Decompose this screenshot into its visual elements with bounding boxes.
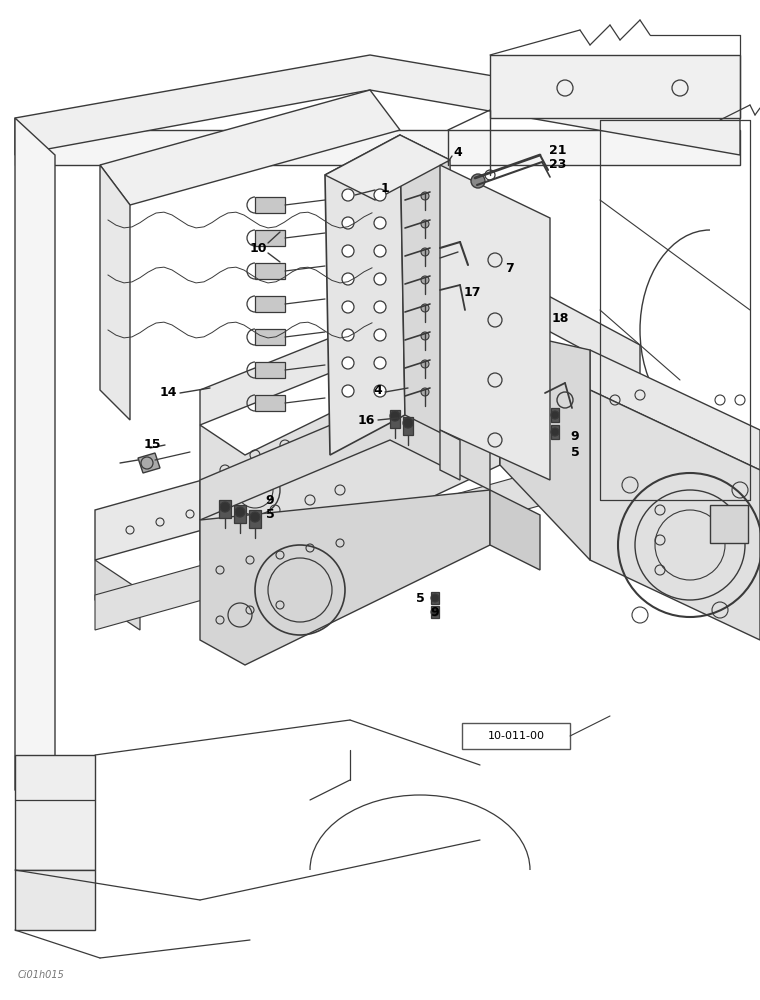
Polygon shape bbox=[200, 330, 500, 585]
Circle shape bbox=[374, 301, 386, 313]
Text: 5: 5 bbox=[571, 446, 579, 458]
Circle shape bbox=[403, 418, 413, 428]
Circle shape bbox=[551, 411, 559, 419]
Circle shape bbox=[421, 220, 429, 228]
Polygon shape bbox=[440, 165, 550, 480]
Circle shape bbox=[374, 189, 386, 201]
Circle shape bbox=[421, 276, 429, 284]
Polygon shape bbox=[500, 330, 640, 515]
Circle shape bbox=[421, 360, 429, 368]
Circle shape bbox=[342, 329, 354, 341]
Polygon shape bbox=[95, 380, 760, 560]
Text: 23: 23 bbox=[549, 158, 567, 172]
Polygon shape bbox=[431, 592, 439, 604]
Circle shape bbox=[374, 385, 386, 397]
Text: Ci01h015: Ci01h015 bbox=[18, 970, 65, 980]
Circle shape bbox=[342, 189, 354, 201]
Polygon shape bbox=[403, 417, 413, 435]
Polygon shape bbox=[500, 330, 590, 560]
Circle shape bbox=[471, 174, 485, 188]
Text: 18: 18 bbox=[551, 312, 568, 324]
Polygon shape bbox=[234, 505, 246, 523]
Circle shape bbox=[342, 357, 354, 369]
Text: 4: 4 bbox=[454, 145, 462, 158]
Text: 9: 9 bbox=[571, 430, 579, 444]
Polygon shape bbox=[200, 270, 640, 425]
Circle shape bbox=[250, 512, 260, 522]
Text: 10-011-00: 10-011-00 bbox=[487, 731, 544, 741]
Polygon shape bbox=[200, 400, 490, 520]
FancyBboxPatch shape bbox=[462, 723, 570, 749]
Polygon shape bbox=[15, 130, 740, 165]
Circle shape bbox=[342, 217, 354, 229]
Polygon shape bbox=[138, 453, 160, 473]
Polygon shape bbox=[590, 350, 760, 470]
Polygon shape bbox=[15, 118, 55, 820]
Polygon shape bbox=[15, 755, 95, 870]
Circle shape bbox=[421, 192, 429, 200]
Polygon shape bbox=[255, 230, 285, 246]
Polygon shape bbox=[325, 135, 450, 200]
Circle shape bbox=[235, 507, 245, 517]
Circle shape bbox=[374, 245, 386, 257]
Polygon shape bbox=[325, 135, 405, 455]
Polygon shape bbox=[255, 197, 285, 213]
Text: 9: 9 bbox=[431, 605, 439, 618]
Polygon shape bbox=[255, 395, 285, 411]
Circle shape bbox=[342, 301, 354, 313]
Circle shape bbox=[342, 385, 354, 397]
Text: 14: 14 bbox=[160, 386, 177, 399]
Text: 7: 7 bbox=[505, 261, 515, 274]
Circle shape bbox=[374, 329, 386, 341]
Polygon shape bbox=[431, 606, 439, 618]
Text: 16: 16 bbox=[357, 414, 375, 426]
Text: 10: 10 bbox=[249, 241, 267, 254]
Polygon shape bbox=[255, 329, 285, 345]
Circle shape bbox=[421, 388, 429, 396]
Polygon shape bbox=[219, 500, 231, 518]
Polygon shape bbox=[490, 490, 540, 570]
Text: 21: 21 bbox=[549, 143, 567, 156]
Text: 15: 15 bbox=[143, 438, 161, 452]
Circle shape bbox=[374, 357, 386, 369]
Polygon shape bbox=[390, 410, 400, 428]
Text: 17: 17 bbox=[464, 286, 481, 300]
Polygon shape bbox=[551, 425, 559, 439]
Circle shape bbox=[390, 411, 400, 421]
Circle shape bbox=[374, 273, 386, 285]
Text: 4: 4 bbox=[374, 383, 382, 396]
Polygon shape bbox=[255, 362, 285, 378]
Polygon shape bbox=[590, 390, 760, 640]
Polygon shape bbox=[255, 263, 285, 279]
Polygon shape bbox=[255, 296, 285, 312]
Circle shape bbox=[374, 217, 386, 229]
Circle shape bbox=[342, 245, 354, 257]
Text: 1: 1 bbox=[381, 182, 389, 194]
Polygon shape bbox=[15, 870, 95, 930]
FancyBboxPatch shape bbox=[710, 505, 748, 543]
Circle shape bbox=[421, 248, 429, 256]
Polygon shape bbox=[400, 135, 455, 440]
Circle shape bbox=[220, 502, 230, 512]
Circle shape bbox=[431, 608, 439, 616]
Circle shape bbox=[421, 304, 429, 312]
Text: 5: 5 bbox=[416, 591, 424, 604]
Polygon shape bbox=[249, 510, 261, 528]
Polygon shape bbox=[440, 430, 460, 480]
Circle shape bbox=[421, 332, 429, 340]
Text: 9: 9 bbox=[266, 493, 274, 506]
Circle shape bbox=[551, 428, 559, 436]
Polygon shape bbox=[95, 560, 140, 630]
Text: 5: 5 bbox=[266, 508, 274, 522]
Polygon shape bbox=[100, 165, 130, 420]
Polygon shape bbox=[15, 55, 740, 155]
Polygon shape bbox=[551, 408, 559, 422]
Polygon shape bbox=[200, 490, 490, 665]
Polygon shape bbox=[490, 55, 740, 118]
Polygon shape bbox=[95, 465, 760, 630]
Circle shape bbox=[431, 594, 439, 602]
Polygon shape bbox=[100, 90, 400, 205]
Circle shape bbox=[342, 273, 354, 285]
